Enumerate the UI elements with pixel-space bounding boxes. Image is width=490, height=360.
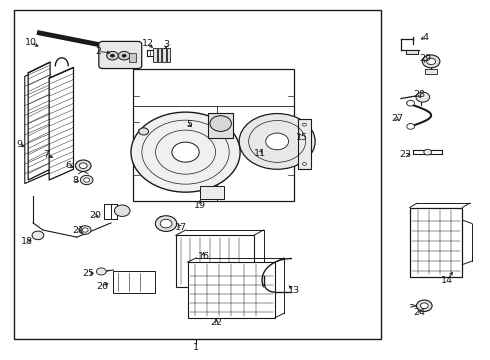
Text: 3: 3 <box>163 40 169 49</box>
Circle shape <box>266 133 289 150</box>
Bar <box>14 10 381 339</box>
Circle shape <box>416 92 430 102</box>
Circle shape <box>84 178 90 182</box>
Circle shape <box>139 128 148 135</box>
Text: 26: 26 <box>97 282 109 291</box>
Circle shape <box>420 303 428 309</box>
Circle shape <box>407 123 415 129</box>
Bar <box>188 262 275 318</box>
Circle shape <box>302 162 306 165</box>
Text: 11: 11 <box>254 149 266 158</box>
Text: 10: 10 <box>24 38 37 47</box>
Circle shape <box>79 226 91 234</box>
Circle shape <box>107 51 118 60</box>
Circle shape <box>122 54 126 57</box>
Circle shape <box>407 100 415 106</box>
Text: 15: 15 <box>295 132 308 141</box>
Text: 21: 21 <box>73 225 84 234</box>
Text: 25: 25 <box>82 269 94 278</box>
Circle shape <box>118 51 130 60</box>
Circle shape <box>131 112 240 192</box>
Polygon shape <box>28 62 50 180</box>
Text: 23: 23 <box>400 150 412 159</box>
Circle shape <box>427 58 436 64</box>
Text: 17: 17 <box>175 222 187 231</box>
Bar <box>406 50 418 54</box>
Text: 29: 29 <box>419 54 431 63</box>
Text: 16: 16 <box>197 252 210 261</box>
Circle shape <box>160 219 172 228</box>
Circle shape <box>32 231 44 240</box>
Text: 9: 9 <box>16 140 22 149</box>
Polygon shape <box>25 66 49 184</box>
Bar <box>133 69 294 202</box>
Bar <box>425 68 437 73</box>
Circle shape <box>424 149 432 155</box>
Circle shape <box>416 300 432 311</box>
Bar <box>167 48 170 62</box>
Bar <box>410 207 462 277</box>
Bar <box>162 48 166 62</box>
Circle shape <box>79 163 87 168</box>
Circle shape <box>80 175 93 185</box>
Bar <box>176 235 254 287</box>
Circle shape <box>302 123 306 126</box>
Circle shape <box>422 55 440 68</box>
Text: 19: 19 <box>194 201 206 210</box>
Circle shape <box>75 160 91 171</box>
Text: 2: 2 <box>95 47 101 56</box>
Bar <box>129 53 136 62</box>
Circle shape <box>97 268 106 275</box>
Bar <box>208 113 233 138</box>
Text: 27: 27 <box>391 114 403 123</box>
Text: 14: 14 <box>441 275 453 284</box>
Text: 28: 28 <box>414 90 425 99</box>
Text: 8: 8 <box>73 176 78 185</box>
Circle shape <box>155 216 177 231</box>
Bar <box>200 186 223 199</box>
Text: 1: 1 <box>193 343 199 352</box>
Text: 20: 20 <box>89 211 101 220</box>
Text: 13: 13 <box>288 285 300 294</box>
Circle shape <box>172 142 199 162</box>
Text: 4: 4 <box>422 33 428 42</box>
Bar <box>158 48 161 62</box>
Text: 18: 18 <box>21 237 33 246</box>
Text: 7: 7 <box>44 150 49 159</box>
FancyBboxPatch shape <box>99 41 142 68</box>
Circle shape <box>111 54 115 57</box>
Bar <box>114 271 155 293</box>
Circle shape <box>115 205 130 216</box>
Text: 6: 6 <box>66 161 72 170</box>
Circle shape <box>239 113 315 169</box>
Circle shape <box>210 116 231 131</box>
Text: 5: 5 <box>186 120 192 129</box>
Polygon shape <box>49 67 74 180</box>
Bar <box>153 48 157 62</box>
Text: 24: 24 <box>414 309 425 318</box>
Bar <box>297 119 311 169</box>
Text: 12: 12 <box>142 39 153 48</box>
Text: 22: 22 <box>211 318 223 327</box>
Circle shape <box>82 228 88 232</box>
